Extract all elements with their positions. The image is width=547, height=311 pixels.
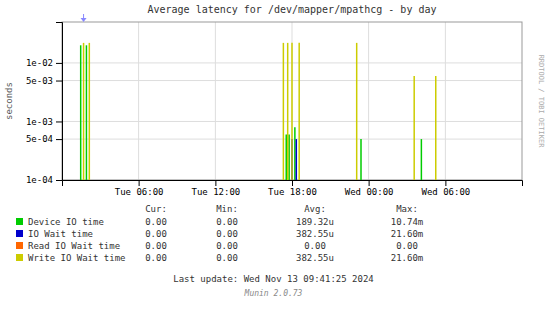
y-tick: 1e-02 (26, 58, 62, 68)
legend-header: Max: (396, 204, 418, 214)
x-tick: Wed 06:00 (421, 180, 470, 197)
grid-line (215, 22, 216, 180)
y-tick-mark (56, 81, 62, 82)
legend-stat: 0.00 (145, 241, 167, 251)
legend-header: Avg: (304, 204, 326, 214)
legend-stat: 189.32u (296, 217, 334, 227)
x-tick-label: Wed 06:00 (421, 187, 470, 197)
series (81, 45, 422, 180)
legend-swatch (16, 254, 23, 261)
x-tick-label: Wed 00:00 (345, 187, 394, 197)
legend-stat: 0.00 (304, 241, 326, 251)
legend-stat: 0.00 (145, 217, 167, 227)
y-axis-title: seconds (4, 82, 14, 120)
x-tick-label: Tue 06:00 (115, 187, 164, 197)
grid-line (138, 22, 139, 180)
spike (294, 127, 296, 180)
legend-stat: 382.55u (296, 253, 334, 263)
x-tick-mark (369, 180, 370, 186)
legend-entry: IO Wait time (28, 229, 93, 239)
x-tick-mark (139, 180, 140, 186)
grid-line (292, 22, 293, 180)
y-tick-label: 1e-02 (26, 58, 53, 68)
spike (80, 45, 82, 180)
legend: Cur: Min: Avg: Max: Device IO time 0.00 0.00 18… (16, 204, 423, 263)
arrow-head (81, 18, 87, 22)
legend-stat: 0.00 (145, 229, 167, 239)
legend-stat: 0.00 (145, 253, 167, 263)
legend-header: Cur: (145, 204, 167, 214)
grid-line (368, 22, 369, 180)
legend-stat: 21.60m (391, 229, 424, 239)
legend-stat: 0.00 (216, 253, 238, 263)
spike (89, 43, 91, 180)
grid (62, 22, 522, 180)
y-tick-label: 1e-04 (26, 175, 53, 185)
x-tick-mark (292, 180, 293, 186)
y-tick: 5e-03 (26, 76, 62, 86)
footer-note: Last update: Wed Nov 13 09:41:25 2024 (173, 274, 373, 284)
y-tick-mark (56, 139, 62, 140)
y-axis: 1e-04 5e-04 1e-03 5e-03 1e-02 (26, 23, 63, 186)
legend-stat: 21.60m (391, 253, 424, 263)
legend-stat: 0.00 (216, 241, 238, 251)
spike (421, 139, 423, 180)
spike (296, 139, 298, 180)
spike (413, 76, 415, 180)
y-tick-label: 1e-03 (26, 117, 53, 127)
legend-header: Min: (216, 204, 238, 214)
x-tick-mark (445, 180, 446, 186)
spike (356, 43, 358, 180)
spike (291, 43, 293, 180)
spike (283, 43, 285, 180)
x-tick: Tue 06:00 (115, 180, 164, 197)
x-axis: Tue 06:00 Tue 12:00 Tue 18:00 Wed 00:00 Wed … (63, 180, 523, 197)
spike (83, 43, 85, 180)
x-tick-label: Tue 18:00 (268, 187, 317, 197)
legend-entry: Device IO time (28, 217, 104, 227)
spike (288, 134, 290, 180)
x-tick-mark (215, 180, 216, 186)
y-tick: 1e-03 (26, 117, 62, 127)
legend-stat: 0.00 (216, 217, 238, 227)
plot-frame (62, 22, 522, 180)
spike (286, 134, 288, 180)
y-tick-mark (56, 180, 62, 181)
x-tick: Wed 00:00 (345, 180, 394, 197)
legend-swatch (16, 230, 23, 237)
y-tick-mark (56, 63, 62, 64)
legend-entry: Write IO Wait time (28, 253, 126, 263)
legend-stat: 0.00 (216, 229, 238, 239)
arrow (81, 14, 87, 22)
footer-note: Munin 2.0.73 (244, 289, 303, 298)
chart: Average latency for /dev/mapper/mpathcg … (0, 0, 547, 311)
spike (287, 43, 289, 180)
grid-line (445, 22, 446, 180)
legend-stat: 382.55u (296, 229, 334, 239)
y-tick-label: 5e-03 (26, 76, 53, 86)
y-tick: 1e-04 (26, 175, 62, 185)
legend-stat: 0.00 (396, 241, 418, 251)
legend-stat: 10.74m (391, 217, 424, 227)
marks (81, 43, 436, 180)
y-tick: 5e-04 (26, 134, 62, 144)
legend-swatch (16, 242, 23, 249)
x-tick: Tue 18:00 (268, 180, 317, 197)
x-tick: Tue 12:00 (191, 180, 240, 197)
x-tick-label: Tue 12:00 (191, 187, 240, 197)
spike (298, 43, 300, 180)
legend-swatch (16, 218, 23, 225)
spike (360, 139, 362, 180)
y-axis-line (56, 23, 63, 181)
series (84, 43, 436, 180)
x-axis-line (63, 181, 523, 187)
y-tick-mark (56, 121, 62, 122)
spike (435, 76, 437, 180)
watermark: RRDTOOL / TOBI OETIKER (537, 55, 545, 149)
title: Average latency for /dev/mapper/mpathcg … (148, 4, 437, 15)
legend-entry: Read IO Wait time (28, 241, 120, 251)
y-tick-label: 5e-04 (26, 134, 53, 144)
spike (86, 45, 88, 180)
